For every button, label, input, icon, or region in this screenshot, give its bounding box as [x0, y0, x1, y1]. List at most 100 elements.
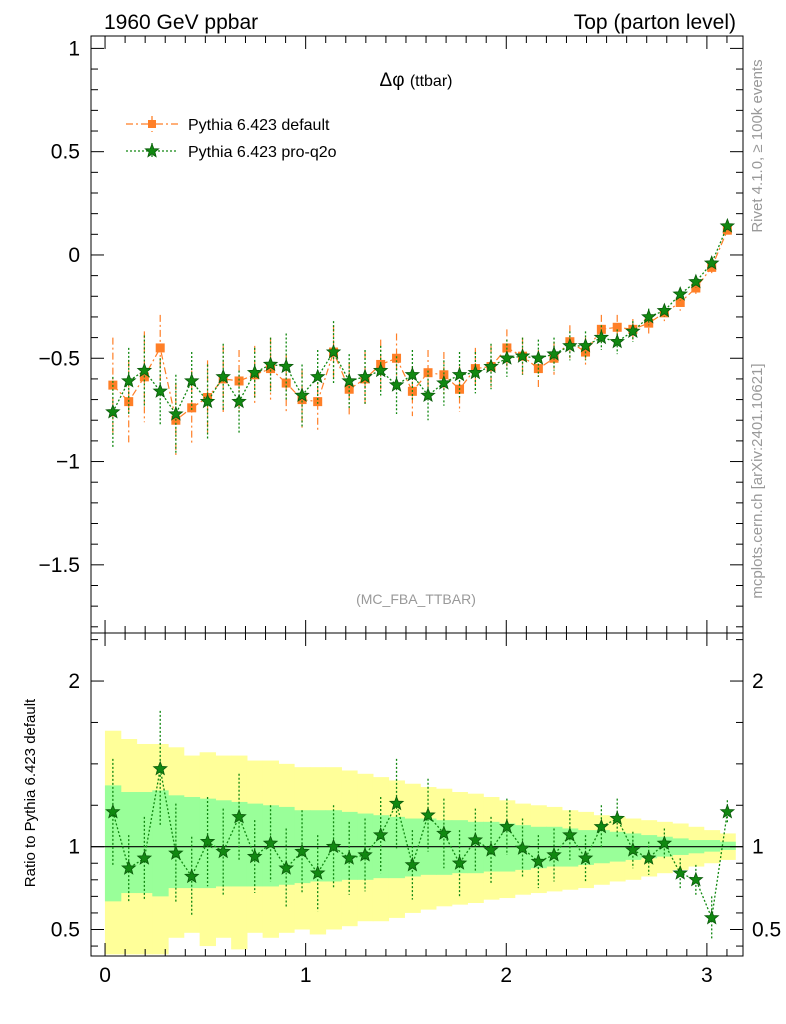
point-pro-q2o — [404, 366, 421, 382]
ratio-point — [420, 807, 436, 822]
series-pro-q2o-line — [112, 225, 728, 416]
ratio-point — [309, 865, 326, 880]
ratio-plot-panel: 2 2 1 1 0.5 0.5 0 1 2 3 Ratio to Pythia 6.423 def… — [22, 632, 781, 987]
ratio-point — [105, 803, 121, 819]
main-y-tick-label: 1 — [68, 37, 80, 60]
ratio-y-tick-label-right: 2 — [752, 670, 764, 693]
point-default — [423, 368, 433, 378]
ratio-y-tick-label-right: 0.5 — [752, 918, 781, 941]
point-pro-q2o — [420, 387, 436, 403]
ratio-point — [467, 831, 484, 847]
energy-label: 1960 GeV ppbar — [104, 11, 258, 34]
main-y-tick-label: −1 — [56, 451, 80, 474]
point-pro-q2o — [231, 393, 247, 409]
ratio-point — [262, 835, 279, 850]
point-pro-q2o — [105, 403, 121, 419]
point-pro-q2o — [656, 302, 673, 318]
ratio-point — [278, 860, 294, 875]
plot-title: Δφ (ttbar) — [380, 70, 453, 91]
point-pro-q2o — [278, 358, 294, 374]
point-pro-q2o — [593, 329, 610, 345]
ratio-series-line — [112, 768, 729, 921]
ratio-point — [388, 795, 405, 811]
point-pro-q2o — [168, 405, 184, 421]
point-default — [675, 297, 685, 307]
point-default — [644, 318, 654, 328]
ratio-point — [168, 845, 184, 860]
uncertainty-band-inner — [719, 841, 736, 850]
ratio-y-tick-label-left: 2 — [68, 670, 80, 693]
ratio-point — [246, 848, 263, 864]
ratio-point — [641, 850, 657, 865]
uncertainty-band-inner — [309, 810, 327, 882]
point-pro-q2o — [199, 393, 216, 409]
point-pro-q2o — [703, 255, 720, 270]
legend-entry-pro-q2o: Pythia 6.423 pro-q2o — [126, 142, 337, 161]
uncertainty-band-inner — [120, 792, 138, 894]
ratio-point — [656, 835, 673, 850]
uncertainty-band-inner — [703, 840, 721, 852]
legend-entry-default: Pythia 6.423 default — [126, 116, 330, 134]
point-default — [266, 364, 276, 374]
point-default — [344, 384, 354, 394]
point-default — [313, 397, 323, 407]
ratio-point — [483, 841, 499, 857]
ratio-point — [609, 810, 625, 826]
ratio-point — [530, 853, 547, 869]
point-pro-q2o — [577, 337, 594, 353]
point-pro-q2o — [152, 383, 168, 398]
ratio-point — [357, 846, 373, 862]
ratio-point — [436, 825, 452, 841]
uncertainty-band-inner — [467, 821, 484, 874]
ratio-point — [451, 855, 468, 870]
ratio-point — [404, 856, 421, 872]
ratio-point — [546, 846, 562, 862]
point-pro-q2o — [436, 374, 452, 390]
uncertainty-band-inner — [215, 800, 232, 887]
point-pro-q2o — [309, 368, 326, 384]
rivet-label: Rivet 4.1.0, ≥ 100k events — [749, 59, 766, 232]
ratio-point — [215, 843, 231, 859]
point-default — [612, 322, 622, 332]
point-pro-q2o — [562, 337, 578, 353]
ratio-point — [593, 818, 610, 834]
ratio-point — [514, 840, 531, 855]
legend-label-default: Pythia 6.423 default — [188, 117, 330, 134]
ratio-point — [341, 850, 357, 865]
ratio-point — [184, 868, 200, 884]
point-pro-q2o — [514, 348, 531, 363]
legend: Pythia 6.423 default Pythia 6.423 pro-q2… — [126, 116, 337, 161]
point-pro-q2o — [451, 366, 468, 382]
ratio-point — [372, 827, 389, 842]
point-pro-q2o — [325, 343, 342, 359]
ratio-point — [672, 865, 688, 880]
main-plot-panel: 1 0.5 0 −0.5 −1 −1.5 Δφ (ttbar) (MC_FBA_TTBAR… — [39, 35, 744, 634]
ratio-point — [703, 909, 720, 925]
point-pro-q2o — [246, 364, 263, 380]
point-pro-q2o — [121, 372, 137, 388]
point-default — [439, 370, 449, 380]
x-tick-label: 0 — [99, 964, 111, 987]
main-y-tick-label: −1.5 — [39, 554, 80, 577]
main-y-tick-label: 0.5 — [51, 141, 80, 164]
point-pro-q2o — [530, 350, 547, 365]
ratio-point — [136, 850, 153, 865]
ratio-point — [625, 841, 641, 857]
legend-marker-pro-q2o — [144, 142, 160, 158]
x-tick-label: 3 — [701, 964, 713, 987]
main-y-tick-label: 0 — [68, 244, 80, 267]
analysis-tag: (MC_FBA_TTBAR) — [356, 591, 476, 607]
legend-marker-default — [148, 120, 156, 128]
plot-title-symbol: Δφ — [380, 70, 405, 91]
uncertainty-band-inner — [152, 790, 169, 897]
plot-title-suffix: (ttbar) — [410, 73, 453, 90]
point-pro-q2o — [357, 368, 373, 384]
point-default — [234, 376, 244, 386]
point-pro-q2o — [294, 387, 310, 403]
point-pro-q2o — [215, 368, 231, 384]
point-default — [392, 353, 402, 363]
point-pro-q2o — [546, 345, 562, 361]
point-pro-q2o — [641, 308, 657, 324]
ratio-point — [231, 808, 247, 824]
